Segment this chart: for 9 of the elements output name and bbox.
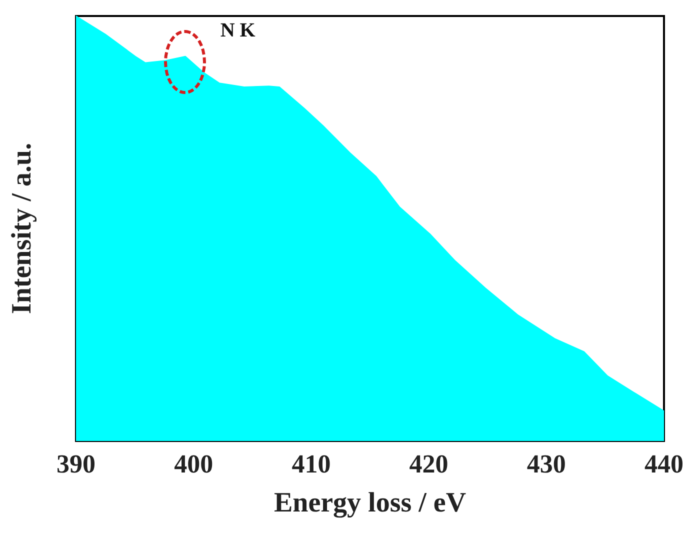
x-tick-label: 390 bbox=[56, 450, 96, 478]
x-tick-label: 410 bbox=[292, 450, 331, 478]
x-tick-label: 430 bbox=[526, 450, 566, 478]
x-tick-label: 420 bbox=[409, 450, 448, 478]
x-axis-title: Energy loss / eV bbox=[274, 488, 466, 518]
x-tick-label: 400 bbox=[174, 450, 214, 478]
annotation: N K bbox=[220, 19, 256, 42]
x-tick-label: 440 bbox=[644, 450, 684, 478]
y-axis-title: Intensity / a.u. bbox=[6, 142, 38, 314]
